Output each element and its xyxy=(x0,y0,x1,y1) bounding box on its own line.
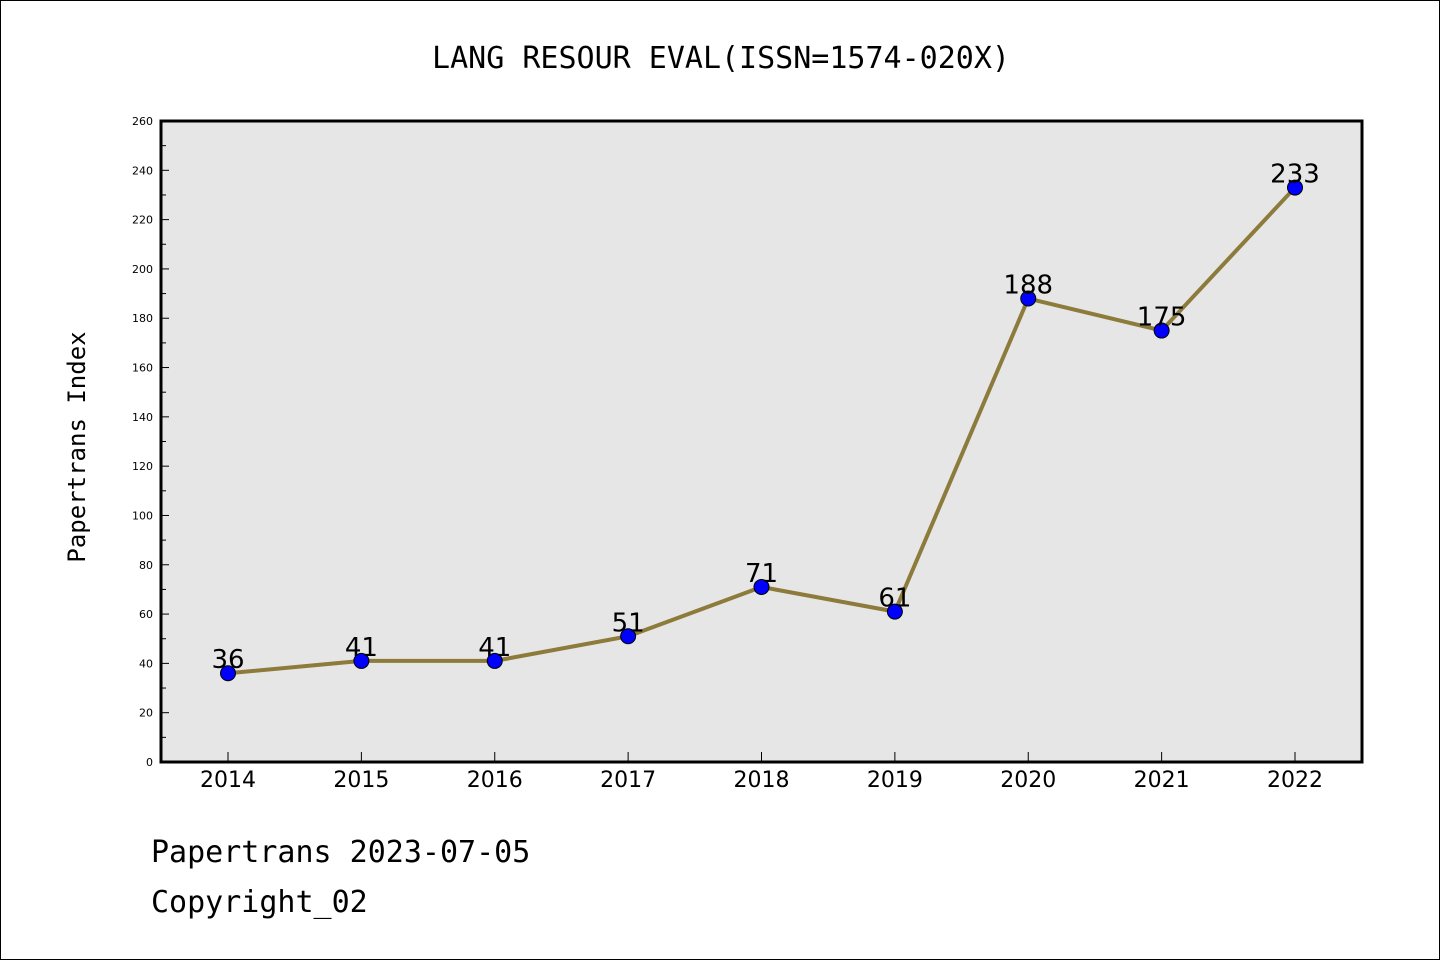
data-point xyxy=(1153,322,1170,339)
data-point xyxy=(486,652,503,669)
x-tick-label: 2016 xyxy=(467,768,523,793)
y-tick-label: 120 xyxy=(132,460,153,473)
footer-copyright: Copyright_02 xyxy=(151,885,368,920)
data-label: 71 xyxy=(745,559,778,589)
y-tick-label: 240 xyxy=(132,164,153,177)
y-tick-label: 160 xyxy=(132,362,153,375)
data-label: 36 xyxy=(211,645,244,675)
x-tick-label: 2018 xyxy=(734,768,790,793)
y-axis-label: Papertrans Index xyxy=(63,331,91,562)
x-axis: 2014 2015 2016 2017 2018 2019 2020 2021 2022 xyxy=(200,752,1323,793)
y-tick-label: 20 xyxy=(139,707,153,720)
x-tick-label: 2014 xyxy=(200,768,256,793)
data-point xyxy=(353,652,370,669)
chart-title: LANG RESOUR EVAL(ISSN=1574-020X) xyxy=(432,41,1010,76)
y-axis: 0 20 40 60 80 100 120 140 160 180 200 220 240 260 xyxy=(132,115,169,769)
y-tick-label: 100 xyxy=(132,509,153,522)
x-tick-label: 2021 xyxy=(1134,768,1190,793)
data-label: 51 xyxy=(612,608,645,638)
x-tick-label: 2022 xyxy=(1267,768,1323,793)
data-point xyxy=(220,665,236,682)
data-point xyxy=(620,628,637,645)
data-point xyxy=(1020,290,1037,307)
data-label: 41 xyxy=(478,633,511,663)
data-labels: 36 41 41 51 71 61 188 175 233 xyxy=(211,160,1319,676)
y-tick-label: 220 xyxy=(132,214,153,227)
y-tick-label: 0 xyxy=(146,756,153,769)
x-tick-label: 2019 xyxy=(867,768,923,793)
x-tick-label: 2017 xyxy=(600,768,656,793)
data-label: 41 xyxy=(345,633,378,663)
data-point xyxy=(886,603,903,620)
x-tick-label: 2020 xyxy=(1000,768,1056,793)
data-point xyxy=(1287,179,1303,196)
x-tick-label: 2015 xyxy=(333,768,389,793)
data-point xyxy=(753,578,770,595)
plot-area xyxy=(159,119,1364,764)
y-tick-label: 40 xyxy=(139,657,153,670)
y-tick-label: 60 xyxy=(139,608,153,621)
data-label: 233 xyxy=(1270,160,1320,190)
y-tick-label: 180 xyxy=(132,312,153,325)
data-label: 61 xyxy=(878,584,911,614)
y-tick-label: 260 xyxy=(132,115,153,128)
data-markers xyxy=(220,179,1303,682)
footer-date: Papertrans 2023-07-05 xyxy=(151,835,531,870)
data-label: 188 xyxy=(1003,271,1053,301)
y-tick-label: 200 xyxy=(132,263,153,276)
y-tick-label: 80 xyxy=(139,559,153,572)
data-label: 175 xyxy=(1137,303,1187,333)
y-tick-label: 140 xyxy=(132,411,153,424)
